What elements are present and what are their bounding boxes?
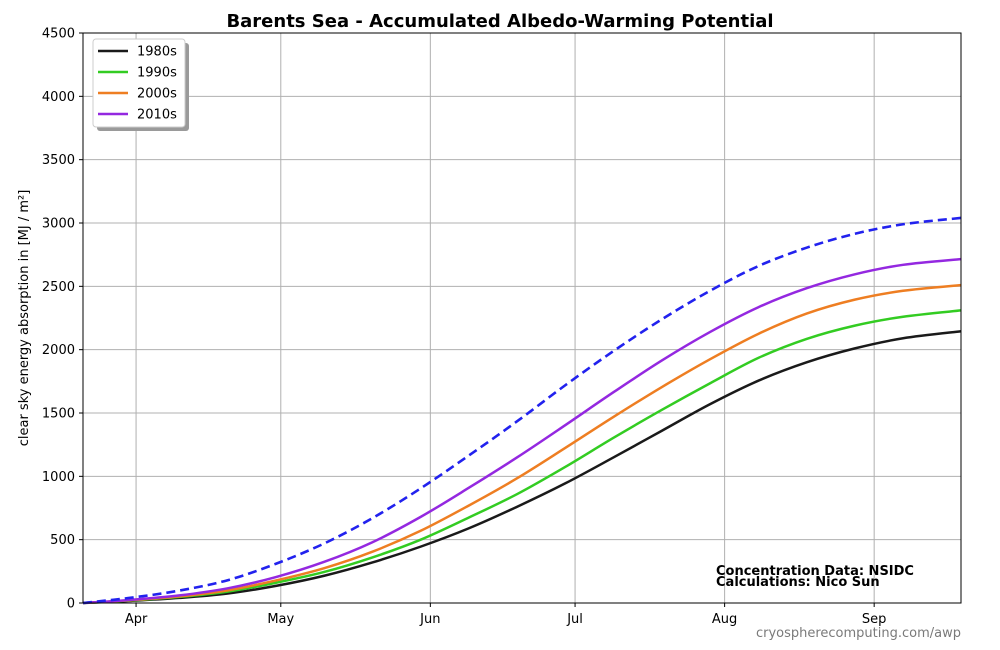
legend-label-2000s: 2000s bbox=[137, 87, 177, 102]
x-tick-label: Sep bbox=[862, 612, 887, 627]
source-url: cryospherecomputing.com/awp bbox=[756, 626, 961, 641]
y-axis-label: clear sky energy absorption in [MJ / m²] bbox=[17, 190, 32, 447]
legend-label-1980s: 1980s bbox=[137, 45, 177, 60]
y-tick-label: 3000 bbox=[42, 217, 75, 232]
y-tick-label: 2000 bbox=[42, 343, 75, 358]
annotation-calculations: Calculations: Nico Sun bbox=[716, 575, 880, 590]
series-lines bbox=[82, 216, 962, 605]
grid bbox=[83, 32, 961, 604]
legend-label-2010s: 2010s bbox=[137, 108, 177, 123]
legend-label-1990s: 1990s bbox=[137, 66, 177, 81]
series-line-2010s bbox=[82, 257, 962, 605]
y-tick-label: 4000 bbox=[42, 90, 75, 105]
series-line-1990s bbox=[82, 309, 962, 605]
series-line-1980s bbox=[82, 330, 962, 605]
y-tick-label: 3500 bbox=[42, 153, 75, 168]
y-tick-label: 4500 bbox=[42, 27, 75, 42]
chart-title: Barents Sea - Accumulated Albedo-Warming… bbox=[226, 11, 773, 32]
y-tick-label: 1000 bbox=[42, 470, 75, 485]
x-tick-label: May bbox=[267, 612, 294, 627]
y-tick-label: 0 bbox=[67, 597, 75, 612]
y-tick-label: 500 bbox=[50, 533, 75, 548]
y-axis: 0 500 1000 1500 2000 2500 3000 3500 4000 4500 bbox=[42, 27, 83, 612]
series-line-dashed bbox=[82, 216, 962, 605]
x-tick-label: Jun bbox=[419, 612, 440, 627]
series-line-2000s bbox=[82, 283, 962, 605]
y-tick-label: 1500 bbox=[42, 407, 75, 422]
annotation-data-source: Concentration Data: NSIDC bbox=[716, 564, 914, 579]
legend: 1980s 1990s 2000s 2010s bbox=[92, 38, 189, 131]
x-tick-label: Jul bbox=[566, 612, 583, 627]
x-axis: Apr May Jun Jul Aug Sep bbox=[125, 603, 887, 627]
y-tick-label: 2500 bbox=[42, 280, 75, 295]
x-tick-label: Aug bbox=[712, 612, 737, 627]
x-tick-label: Apr bbox=[125, 612, 148, 627]
plot-frame bbox=[82, 32, 962, 604]
